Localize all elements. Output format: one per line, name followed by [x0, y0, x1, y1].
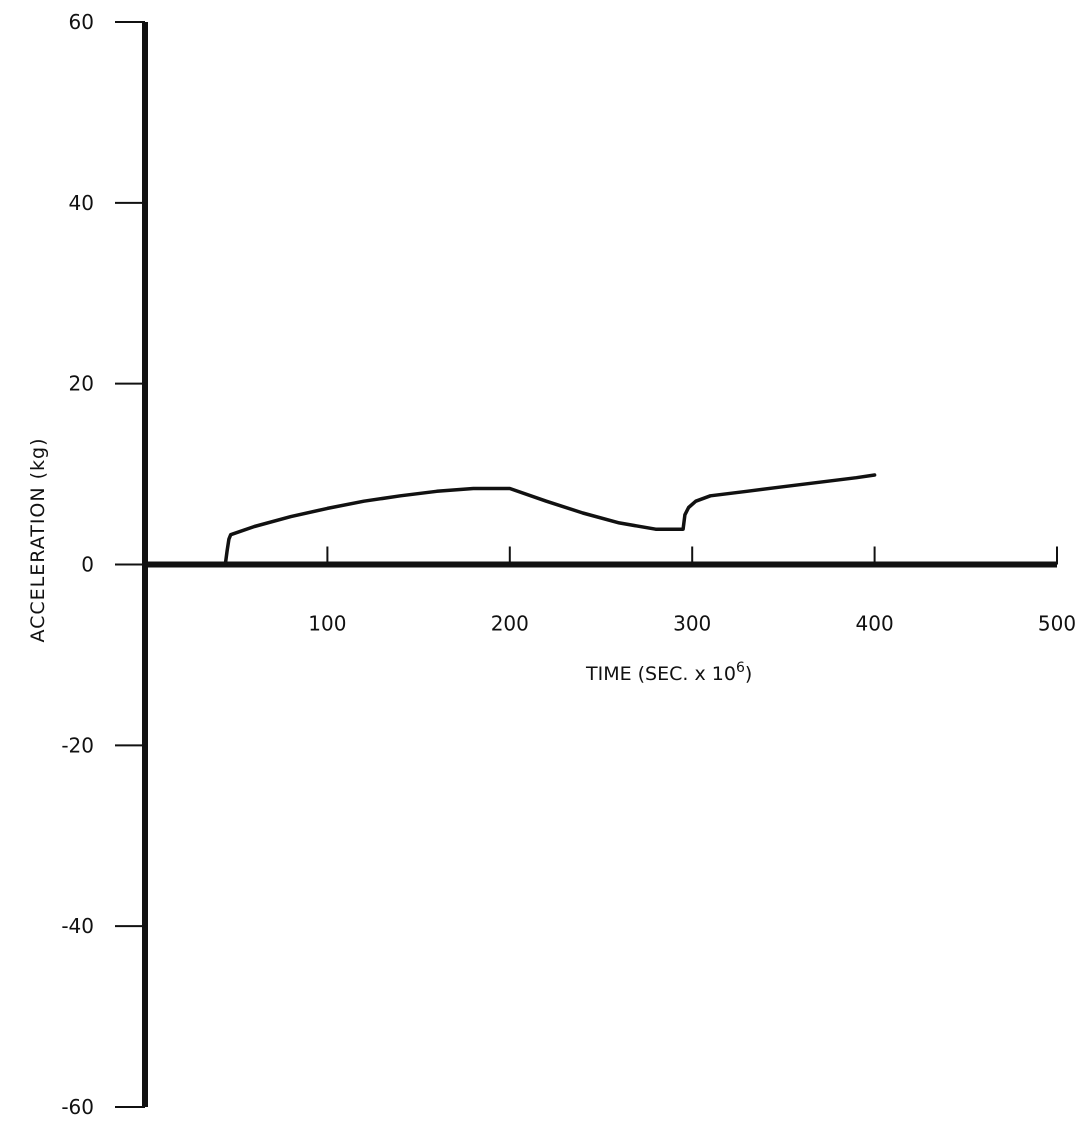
y-tick-label: 20	[69, 372, 94, 396]
series-layer	[143, 473, 877, 567]
x-axis-label-superscript: 6	[736, 660, 745, 676]
x-tick-label: 400	[856, 612, 894, 636]
y-tick-label: 40	[69, 191, 94, 215]
x-tick-label: 100	[308, 612, 346, 636]
x-axis-label-suffix: )	[745, 663, 752, 685]
series-line-1	[143, 473, 877, 567]
y-tick-label: -60	[61, 1095, 94, 1119]
x-tick-label: 500	[1038, 612, 1076, 636]
y-tick-label: -40	[61, 914, 94, 938]
x-axis-label: TIME (SEC. x 106)	[585, 660, 752, 685]
y-tick-label: 60	[69, 10, 94, 34]
y-tick-label: 0	[81, 553, 94, 577]
y-axis-label: ACCELERATION (kg)	[27, 437, 49, 642]
x-tick-label: 200	[491, 612, 529, 636]
x-tick-label: 300	[673, 612, 711, 636]
x-axis-label-main: TIME (SEC. x 10	[585, 663, 736, 685]
y-tick-label: -20	[61, 733, 94, 757]
axes	[142, 22, 1057, 1107]
